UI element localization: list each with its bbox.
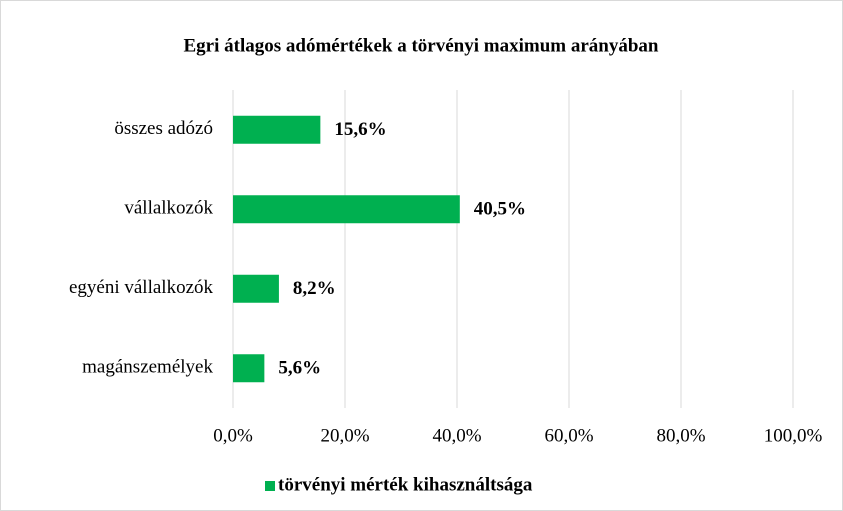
value-label: 15,6% — [334, 119, 386, 140]
x-tick-label: 20,0% — [320, 425, 369, 446]
x-tick-label: 0,0% — [213, 425, 253, 446]
x-tick-label: 60,0% — [544, 425, 593, 446]
legend-label: törvényi mérték kihasználtsága — [278, 474, 533, 495]
y-tick-label: magánszemélyek — [82, 357, 213, 378]
legend-swatch — [265, 481, 275, 491]
value-label: 40,5% — [474, 199, 526, 220]
y-tick-label: egyéni vállalkozók — [69, 277, 214, 298]
y-tick-label: összes adózó — [114, 118, 213, 139]
bar — [233, 195, 460, 224]
value-label: 5,6% — [278, 358, 321, 379]
bar — [233, 274, 279, 303]
bar — [233, 115, 321, 144]
bar — [233, 354, 265, 383]
value-label: 8,2% — [293, 278, 336, 299]
x-tick-label: 100,0% — [764, 425, 823, 446]
chart-title: Egri átlagos adómértékek a törvényi maxi… — [184, 35, 659, 56]
y-tick-label: vállalkozók — [124, 198, 213, 219]
x-tick-label: 40,0% — [432, 425, 481, 446]
x-tick-label: 80,0% — [656, 425, 705, 446]
